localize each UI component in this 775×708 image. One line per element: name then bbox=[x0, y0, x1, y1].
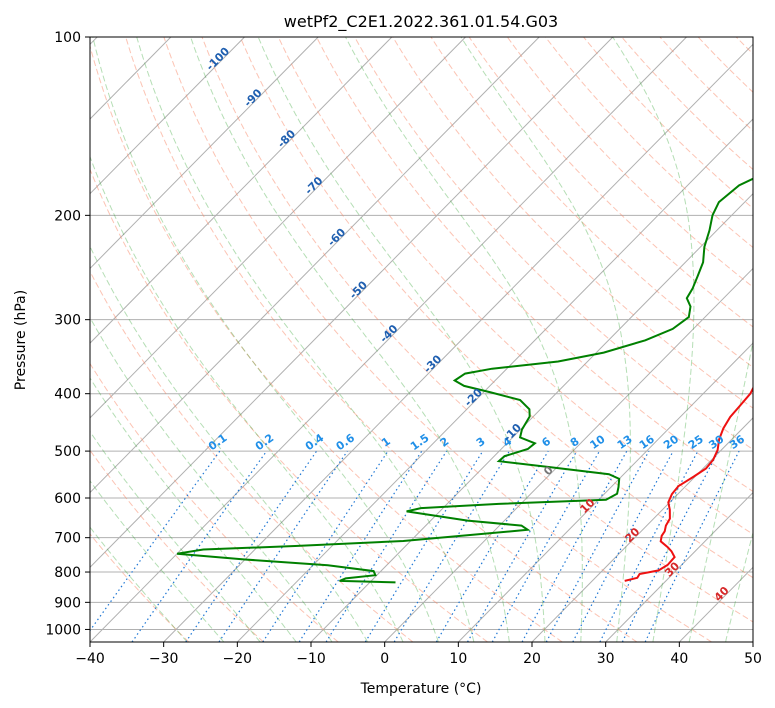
x-tick-label: −10 bbox=[296, 651, 326, 667]
y-tick-label: 100 bbox=[54, 30, 81, 46]
dry-adiabat-line bbox=[90, 168, 488, 642]
mixing-ratio-line bbox=[218, 450, 348, 642]
mixing-ratio-line bbox=[185, 450, 318, 642]
y-tick-label: 600 bbox=[54, 491, 81, 507]
background-lines bbox=[90, 37, 753, 642]
x-tick-label: −20 bbox=[223, 651, 253, 667]
moist-adiabat-line bbox=[345, 37, 583, 642]
x-tick-label: 10 bbox=[449, 651, 467, 667]
mixing-ratio-line bbox=[435, 450, 549, 642]
moist-adiabat-line bbox=[688, 338, 753, 642]
isotherm-gridline bbox=[236, 118, 753, 642]
dry-adiabat-line bbox=[163, 37, 712, 642]
plot-frame bbox=[89, 36, 754, 643]
isotherm-gridline bbox=[90, 37, 540, 494]
moist-adiabat-line bbox=[92, 37, 439, 642]
moist-adiabat-line bbox=[257, 37, 546, 642]
axes: −40 −30 −20 −10 0 10 20 30 40 50 100 200 300 400 500 60… bbox=[45, 30, 762, 667]
dewpoint-profile-line bbox=[176, 177, 753, 584]
moist-adiabat-line bbox=[136, 37, 475, 642]
isotherm-gridline bbox=[384, 267, 753, 642]
dry-adiabat-line bbox=[506, 37, 753, 288]
y-tick-label: 500 bbox=[54, 444, 81, 460]
isotherm-gridline bbox=[90, 37, 393, 344]
y-tick-label: 800 bbox=[54, 565, 81, 581]
isotherm-gridline bbox=[752, 641, 753, 642]
moist-adiabat-line bbox=[90, 155, 404, 642]
moist-adiabat-line bbox=[90, 430, 261, 642]
x-tick-label: 50 bbox=[744, 651, 762, 667]
dry-adiabat-line bbox=[239, 37, 753, 579]
mixing-ratio-line bbox=[298, 450, 423, 642]
mixing-ratio-line bbox=[131, 450, 268, 642]
dry-adiabat-line bbox=[583, 37, 753, 209]
dry-adiabat-line bbox=[90, 362, 339, 642]
plot-background bbox=[90, 37, 753, 642]
dry-adiabat-line bbox=[90, 533, 190, 642]
dry-adiabat-line bbox=[468, 37, 753, 328]
x-tick-label: 0 bbox=[380, 651, 389, 667]
dry-adiabat-line bbox=[90, 44, 563, 642]
moist-adiabat-line bbox=[90, 316, 333, 642]
temperature-profile-line bbox=[624, 386, 753, 582]
profile-lines bbox=[176, 177, 753, 584]
mixing-ratio-line bbox=[644, 450, 740, 642]
dry-adiabat-line bbox=[430, 37, 753, 368]
y-tick-label: 400 bbox=[54, 387, 81, 403]
x-tick-label: 20 bbox=[523, 651, 541, 667]
isotherm-gridline bbox=[531, 417, 753, 642]
mixing-ratio-line bbox=[325, 450, 448, 642]
y-axis-title: Pressure (hPa) bbox=[13, 290, 29, 390]
moist-adiabat-line bbox=[90, 377, 297, 642]
isotherm-gridline bbox=[90, 37, 466, 419]
x-tick-label: 30 bbox=[597, 651, 615, 667]
moist-adiabat-line bbox=[90, 526, 188, 642]
mixing-ratio-line bbox=[262, 450, 389, 642]
isotherm-gridline bbox=[90, 37, 319, 270]
dry-adiabat-line bbox=[201, 37, 753, 623]
isotherm-gridline bbox=[90, 37, 687, 642]
x-tick-label: 40 bbox=[670, 651, 688, 667]
x-tick-label: −30 bbox=[149, 651, 179, 667]
y-tick-label: 700 bbox=[54, 531, 81, 547]
x-axis-title: Temperature (°C) bbox=[360, 681, 482, 697]
y-tick-label: 300 bbox=[54, 313, 81, 329]
mixing-ratio-line bbox=[364, 450, 484, 642]
dry-adiabat-line bbox=[277, 37, 753, 535]
chart-title: wetPf2_C2E1.2022.361.01.54.G03 bbox=[284, 12, 558, 32]
mixing-ratio-line bbox=[393, 450, 510, 642]
dry-adiabat-line bbox=[90, 270, 414, 642]
y-tick-label: 900 bbox=[54, 595, 81, 611]
dry-adiabat-line bbox=[316, 37, 753, 493]
dry-adiabat-line bbox=[621, 37, 753, 171]
y-tick-label: 200 bbox=[54, 208, 81, 224]
isotherm-gridline bbox=[90, 37, 245, 195]
isotherm-gridline bbox=[163, 43, 753, 642]
x-tick-label: −40 bbox=[75, 651, 105, 667]
moist-adiabat-line bbox=[90, 480, 225, 642]
isotherm-gridline bbox=[457, 342, 753, 642]
moist-adiabat-line bbox=[90, 245, 369, 642]
y-tick-label: 1000 bbox=[45, 622, 81, 638]
dry-adiabat-line bbox=[545, 37, 753, 249]
dry-adiabat-line bbox=[125, 37, 638, 642]
mixing-ratio-line bbox=[545, 450, 650, 642]
isotherm-gridline bbox=[90, 37, 614, 568]
isotherm-gridline bbox=[605, 491, 753, 642]
